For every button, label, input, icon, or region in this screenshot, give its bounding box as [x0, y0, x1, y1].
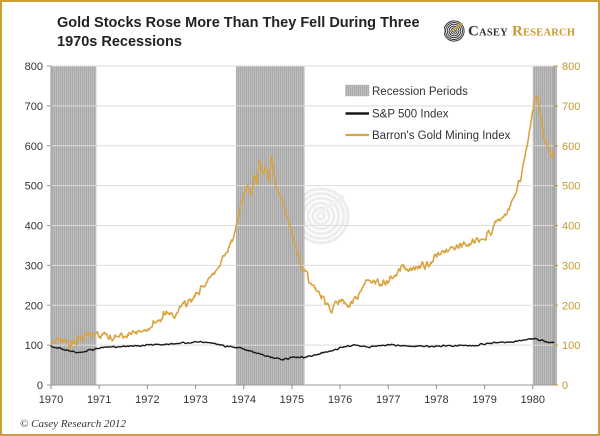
svg-text:500: 500: [562, 181, 580, 193]
svg-text:300: 300: [562, 260, 580, 272]
svg-text:400: 400: [562, 221, 580, 233]
svg-text:1980: 1980: [521, 394, 545, 406]
svg-text:300: 300: [25, 260, 43, 272]
svg-text:600: 600: [25, 141, 43, 153]
svg-text:1973: 1973: [183, 394, 207, 406]
svg-text:0: 0: [37, 380, 43, 392]
svg-text:1978: 1978: [424, 394, 448, 406]
svg-text:S&P 500 Index: S&P 500 Index: [372, 109, 449, 121]
svg-text:1971: 1971: [87, 394, 111, 406]
svg-text:1970: 1970: [39, 394, 63, 406]
svg-text:1972: 1972: [135, 394, 159, 406]
svg-text:800: 800: [562, 61, 580, 73]
svg-text:800: 800: [25, 61, 43, 73]
svg-text:100: 100: [562, 340, 580, 352]
svg-text:700: 700: [562, 101, 580, 113]
svg-text:200: 200: [25, 300, 43, 312]
svg-text:Recession Periods: Recession Periods: [372, 86, 468, 98]
svg-text:500: 500: [25, 181, 43, 193]
svg-text:1977: 1977: [376, 394, 400, 406]
svg-text:1974: 1974: [231, 394, 255, 406]
svg-text:600: 600: [562, 141, 580, 153]
svg-text:200: 200: [562, 300, 580, 312]
svg-text:1976: 1976: [328, 394, 352, 406]
svg-text:100: 100: [25, 340, 43, 352]
svg-text:400: 400: [25, 221, 43, 233]
svg-text:1979: 1979: [472, 394, 496, 406]
svg-text:Barron's Gold Mining Index: Barron's Gold Mining Index: [372, 130, 511, 142]
svg-text:700: 700: [25, 101, 43, 113]
svg-text:1975: 1975: [280, 394, 304, 406]
svg-text:0: 0: [562, 380, 568, 392]
